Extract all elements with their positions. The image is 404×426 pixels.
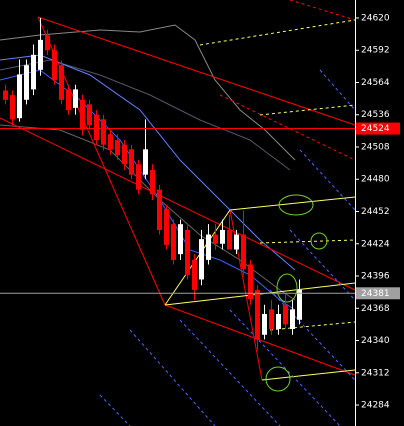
candle-body (52, 50, 57, 81)
candle-body (178, 224, 183, 255)
y-tick-label: 24480 (361, 175, 390, 185)
candle-body (283, 304, 288, 325)
candle-body (143, 149, 148, 175)
candle-body (192, 259, 197, 290)
y-tick-label: 24424 (361, 239, 390, 249)
band-line (0, 59, 291, 171)
candle-body (66, 89, 71, 111)
candle-body (59, 65, 64, 100)
fork-line (229, 196, 356, 211)
candle-body (262, 314, 267, 335)
fork-line (259, 239, 356, 244)
fork-line (269, 321, 356, 331)
candle-body (199, 239, 204, 280)
candle-body (94, 114, 99, 141)
candle-body (136, 164, 141, 190)
price-label-box (356, 287, 400, 300)
candle-body (269, 309, 274, 330)
candle-body (213, 234, 218, 244)
candle-body (3, 90, 8, 100)
candle-body (80, 99, 85, 130)
candle-body (38, 39, 43, 70)
trend-line (289, 0, 356, 21)
candle-body (276, 314, 281, 330)
candle-body (164, 209, 169, 245)
candle-body (115, 140, 120, 156)
price-label: 24524 (361, 124, 390, 134)
trend-line (0, 117, 356, 291)
marker-ellipse (278, 194, 314, 216)
candle-body (122, 144, 127, 165)
fan-line (129, 329, 216, 426)
fan-line (289, 229, 356, 301)
fan-line (99, 394, 131, 426)
trend-line (37, 16, 166, 306)
y-tick-label: 24508 (361, 142, 390, 152)
candle-body (255, 289, 260, 340)
band-line (0, 124, 296, 301)
candle-body (227, 229, 232, 250)
fork-line (261, 369, 356, 381)
candle-body (206, 234, 211, 260)
candle-body (157, 189, 162, 230)
trend-line (219, 94, 356, 161)
candle-body (290, 309, 295, 330)
marker-ellipse (310, 232, 328, 250)
drawing-objects (0, 0, 356, 426)
candle-body (185, 229, 190, 275)
y-tick-label: 24564 (361, 78, 390, 88)
y-tick-label: 24396 (361, 272, 390, 282)
fork-line (259, 104, 356, 116)
y-tick-label: 24284 (361, 401, 390, 411)
marker-ellipse (265, 366, 291, 392)
candle-body (234, 234, 239, 250)
candle-body (31, 54, 36, 90)
candle-body (248, 264, 253, 300)
candle-body (108, 134, 113, 150)
y-tick-label: 24340 (361, 336, 390, 346)
ma-line (0, 54, 296, 271)
candle-body (150, 170, 155, 195)
candle-body (73, 89, 78, 108)
candle-body (241, 234, 246, 270)
y-tick-label: 24312 (361, 368, 390, 378)
candle-body (87, 104, 92, 126)
trend-line (164, 304, 356, 376)
candle-body (45, 35, 50, 51)
candle-body (24, 65, 29, 100)
marker-ellipse (276, 273, 298, 303)
band-line (0, 24, 296, 161)
fan-line (269, 289, 356, 381)
candle-body (297, 289, 302, 320)
fan-line (179, 319, 281, 426)
candle-body (220, 229, 225, 244)
y-tick-label: 24620 (361, 13, 390, 23)
fork-line (199, 19, 356, 46)
fan-line (299, 149, 356, 211)
fork-line (164, 209, 231, 306)
trend-line (37, 16, 356, 126)
fan-line (229, 309, 341, 426)
fan-line (319, 69, 356, 111)
price-label-box (356, 122, 400, 135)
candle-body (129, 149, 134, 175)
candle-body (171, 224, 176, 260)
candle-body (10, 95, 15, 120)
y-tick-label: 24536 (361, 110, 390, 120)
price-label: 24381 (361, 289, 390, 299)
y-tick-label: 24368 (361, 304, 390, 314)
candle-body (101, 119, 106, 145)
y-tick-label: 24452 (361, 207, 390, 217)
candle-body (17, 74, 22, 119)
y-tick-label: 24592 (361, 46, 390, 56)
